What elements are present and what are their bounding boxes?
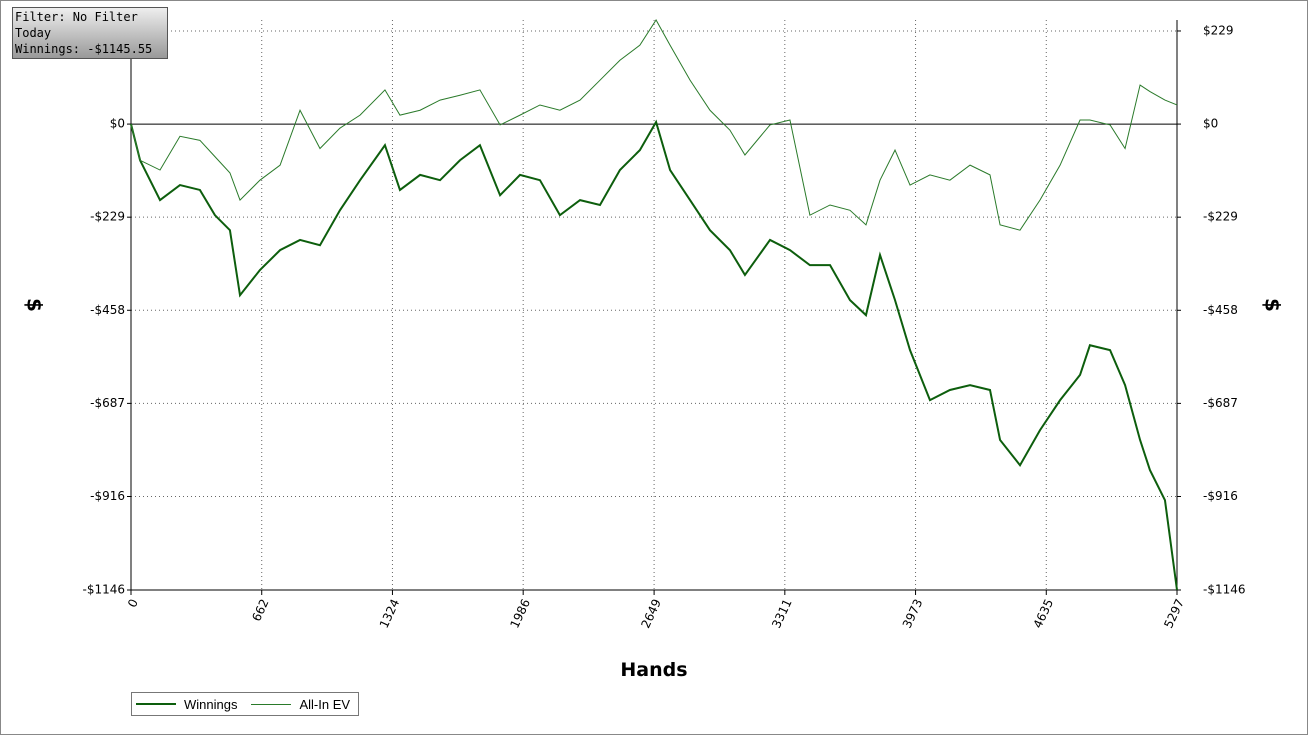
y-tick-label: -$458 — [90, 303, 125, 317]
x-tick-label: 1324 — [377, 597, 403, 631]
x-tick-label: 3311 — [769, 597, 795, 631]
y2-tick-label: -$458 — [1203, 303, 1238, 317]
x-tick-label: 3973 — [900, 597, 926, 631]
y2-axis-label: $ — [1261, 298, 1285, 312]
y2-tick-label: $0 — [1203, 117, 1218, 131]
x-tick-label: 662 — [249, 597, 271, 624]
y2-tick-label: -$916 — [1203, 489, 1238, 503]
y2-tick-label: -$229 — [1203, 210, 1238, 224]
y-tick-label: $0 — [110, 117, 125, 131]
legend-item: All-In EV — [251, 697, 350, 712]
y2-tick-label: -$687 — [1203, 396, 1238, 410]
info-line: Filter: No Filter — [15, 10, 138, 24]
info-line: Today — [15, 26, 52, 40]
info-box: Filter: No Filter Today Winnings: -$1145.5… — [12, 7, 168, 59]
x-tick-label: 0 — [125, 597, 141, 610]
x-tick-label: 5297 — [1161, 597, 1187, 631]
info-line: Winnings: -$1145.55 — [15, 42, 153, 56]
y-tick-label: -$229 — [90, 210, 125, 224]
x-tick-label: 1986 — [507, 597, 533, 631]
legend: Winnings All-In EV — [131, 692, 360, 716]
y-tick-label: -$687 — [90, 396, 125, 410]
x-tick-label: 4635 — [1031, 597, 1057, 631]
y-axis-label: $ — [23, 298, 47, 312]
y2-tick-label: $229 — [1203, 23, 1234, 37]
legend-label: All-In EV — [299, 696, 351, 712]
y-tick-label: -$1146 — [82, 583, 125, 597]
series-line — [130, 19, 1178, 231]
x-tick-label: 2649 — [638, 597, 664, 631]
y-tick-label: -$916 — [90, 489, 125, 503]
series-line — [130, 119, 1178, 591]
legend-swatch — [136, 703, 176, 705]
x-axis-label: Hands — [620, 659, 687, 681]
legend-swatch — [251, 703, 292, 705]
legend-item: Winnings — [136, 697, 237, 712]
legend-label: Winnings — [184, 696, 238, 712]
y2-tick-label: -$1146 — [1203, 583, 1246, 597]
